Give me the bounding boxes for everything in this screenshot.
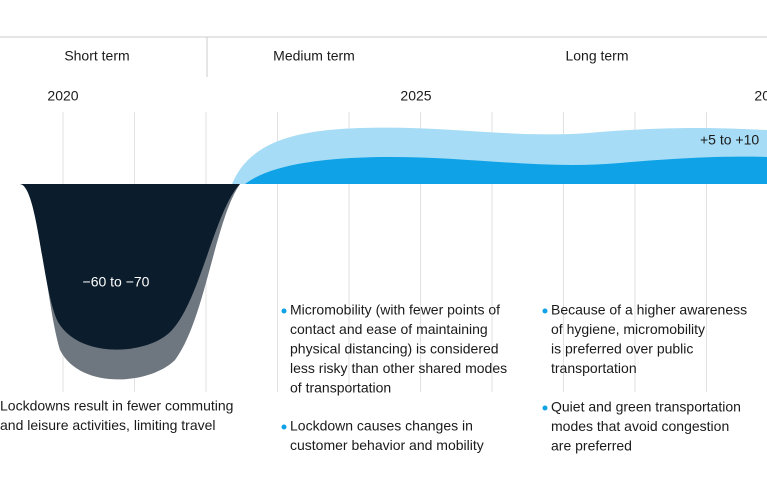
bullet [542, 405, 548, 411]
phase-label: Medium term [273, 48, 355, 64]
note-line: Lockdown causes changes in [290, 418, 473, 434]
rise-label: +5 to +10 [700, 132, 759, 148]
bullet [281, 424, 287, 430]
note-line: Quiet and green transportation [551, 399, 741, 415]
note-line: Because of a higher awareness [551, 302, 747, 318]
note-line: customer behavior and mobility [290, 437, 484, 453]
year-label: 2025 [400, 88, 431, 104]
rise-dark [245, 156, 767, 184]
phase-label: Long term [565, 48, 628, 64]
year-label: 2020 [47, 88, 78, 104]
drop-area [0, 184, 240, 350]
bullet [542, 308, 548, 314]
note-line: are preferred [551, 438, 632, 454]
year-label: 2030 [754, 88, 767, 104]
note-line: modes that avoid congestion [551, 418, 729, 434]
note-line: physical distancing) is considered [290, 341, 499, 357]
note-line: of hygiene, micromobility [551, 321, 705, 337]
note-line: contact and ease of maintaining [290, 321, 488, 337]
note-line: Lockdowns result in fewer commuting [0, 398, 233, 414]
note-line: and leisure activities, limiting travel [0, 417, 216, 433]
note-line: is preferred over public [551, 341, 693, 357]
note-line: transportation [551, 360, 637, 376]
note-line: of transportation [290, 380, 391, 396]
note-line: less risky than other shared modes [290, 360, 507, 376]
bullet [281, 308, 287, 314]
phase-label: Short term [64, 48, 129, 64]
drop-label: −60 to −70 [83, 274, 150, 290]
note-line: Micromobility (with fewer points of [290, 302, 500, 318]
